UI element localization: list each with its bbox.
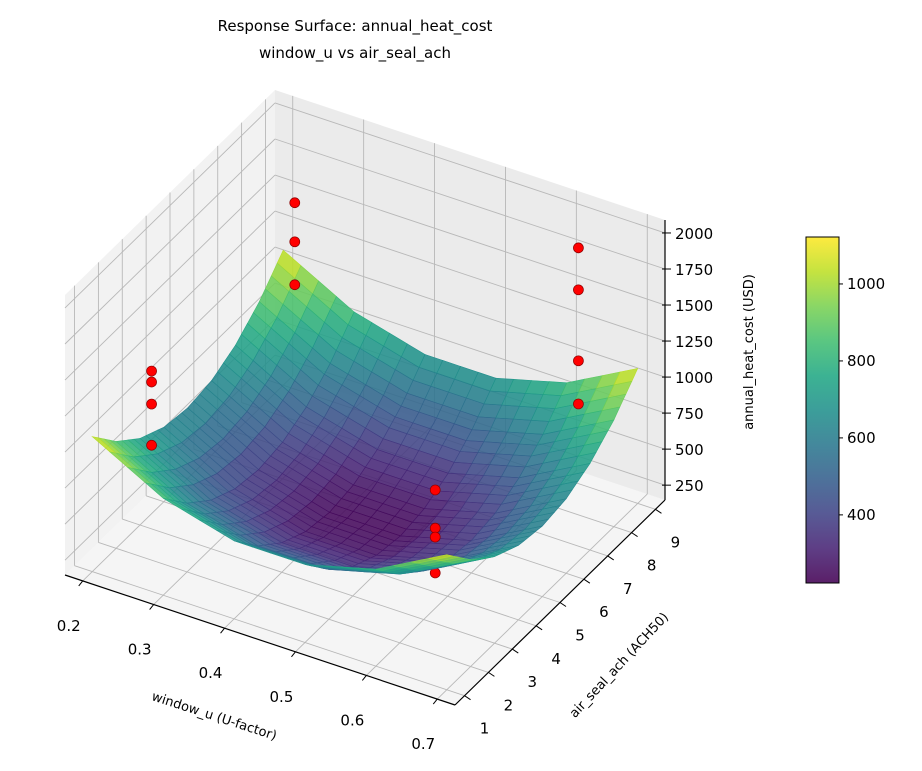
x-tick bbox=[361, 675, 367, 681]
x-tick-label: 0.4 bbox=[199, 664, 223, 682]
x-tick-label: 0.5 bbox=[270, 688, 294, 706]
z-gridline bbox=[274, 102, 666, 234]
y-tick bbox=[631, 532, 638, 538]
y-tick bbox=[511, 648, 519, 654]
y-tick-label: 9 bbox=[671, 533, 681, 551]
data-point bbox=[573, 355, 584, 367]
colorbar-tick-label: 400 bbox=[847, 506, 876, 524]
data-point bbox=[146, 398, 157, 410]
points-above-surface bbox=[146, 197, 584, 543]
y-tick-label: 1 bbox=[480, 720, 490, 738]
surface bbox=[91, 249, 639, 575]
y-tick bbox=[464, 695, 471, 701]
y-tick bbox=[559, 602, 567, 607]
z-axis-label: annual_heat_cost (USD) bbox=[742, 274, 757, 430]
z-tick-label: 1750 bbox=[675, 261, 713, 279]
z-gridline bbox=[64, 138, 276, 345]
y-gridline bbox=[74, 565, 465, 697]
x-tick bbox=[78, 580, 84, 587]
y-tick-label: 5 bbox=[575, 627, 585, 645]
y-tick bbox=[583, 578, 591, 584]
x-tick-label: 0.7 bbox=[411, 735, 435, 753]
x-tick bbox=[432, 698, 438, 705]
x-tick bbox=[291, 651, 296, 658]
data-point bbox=[146, 376, 157, 388]
z-gridline bbox=[274, 138, 666, 270]
z-tick-label: 2000 bbox=[675, 225, 713, 243]
z-gridline bbox=[274, 246, 666, 378]
y-tick-label: 8 bbox=[647, 557, 657, 575]
x-tick-label: 0.3 bbox=[128, 641, 152, 659]
z-gridline bbox=[274, 210, 666, 342]
data-point bbox=[429, 484, 441, 496]
data-point bbox=[429, 531, 441, 543]
z-tick-label: 750 bbox=[675, 405, 704, 423]
colorbar-gradient bbox=[805, 236, 840, 584]
data-point bbox=[289, 279, 301, 291]
data-point bbox=[289, 197, 301, 209]
colorbar-tick-label: 600 bbox=[847, 429, 876, 447]
y-tick-label: 6 bbox=[599, 603, 609, 621]
x-tick bbox=[149, 604, 155, 610]
y-tick-label: 2 bbox=[504, 696, 514, 714]
y-tick bbox=[488, 671, 495, 677]
z-gridline bbox=[274, 174, 666, 306]
y-tick-label: 4 bbox=[551, 650, 561, 668]
y-tick-label: 3 bbox=[527, 673, 537, 691]
z-tick-label: 1500 bbox=[675, 297, 713, 315]
y-tick bbox=[607, 555, 615, 561]
x-tick-label: 0.2 bbox=[57, 617, 81, 635]
z-tick-label: 1000 bbox=[675, 369, 713, 387]
z-tick-label: 500 bbox=[675, 441, 704, 459]
y-tick bbox=[535, 625, 543, 631]
data-point bbox=[429, 522, 441, 534]
data-point bbox=[573, 398, 584, 410]
colorbar-tick-label: 800 bbox=[847, 352, 876, 370]
x-axis-label: window_u (U-factor) bbox=[150, 689, 279, 744]
z-tick-label: 1250 bbox=[675, 333, 713, 351]
x-tick-label: 0.6 bbox=[340, 711, 364, 729]
z-gridline bbox=[64, 282, 276, 489]
y-tick-label: 7 bbox=[623, 580, 633, 598]
chart-subtitle: window_u vs air_seal_ach bbox=[259, 44, 451, 63]
z-tick-label: 250 bbox=[675, 477, 704, 495]
surface-patch bbox=[429, 554, 453, 560]
y-gridline bbox=[122, 518, 513, 650]
colorbar: 400 600 800 1000 bbox=[805, 236, 885, 584]
y-gridline bbox=[98, 541, 489, 673]
z-gridline bbox=[64, 174, 276, 381]
data-point bbox=[146, 365, 157, 377]
x-tick bbox=[220, 627, 225, 634]
z-gridline bbox=[64, 210, 276, 417]
y-tick bbox=[655, 508, 662, 514]
z-gridline bbox=[64, 102, 276, 309]
data-point bbox=[146, 439, 157, 451]
data-point bbox=[573, 284, 584, 296]
x-axis-line bbox=[64, 574, 456, 706]
chart-title: Response Surface: annual_heat_cost bbox=[218, 17, 493, 36]
colorbar-tick-label: 1000 bbox=[847, 275, 885, 293]
data-point bbox=[289, 236, 301, 248]
z-gridline bbox=[64, 246, 276, 453]
data-point bbox=[573, 242, 584, 254]
